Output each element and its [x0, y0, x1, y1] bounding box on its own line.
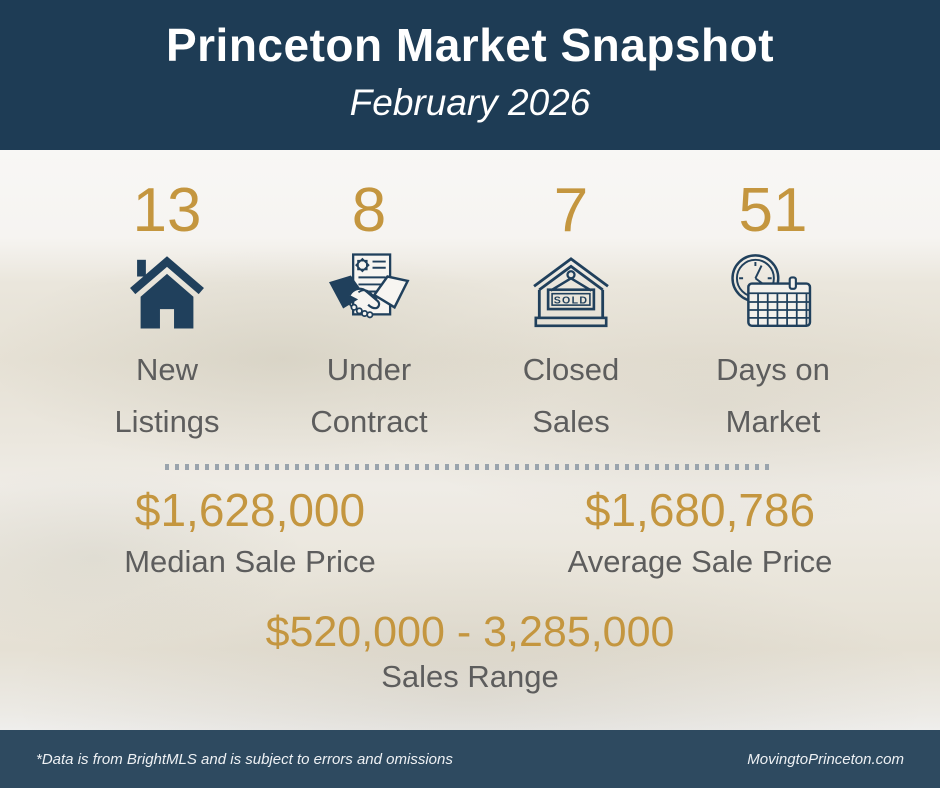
under-contract-value: 8 [351, 176, 387, 245]
sales-range-label: Sales Range [381, 659, 559, 695]
footer-website: MovingtoPrinceton.com [747, 750, 904, 768]
average-sale-price-block: $1,680,786 Average Sale Price [465, 486, 935, 580]
house-icon [66, 250, 268, 340]
handshake-contract-icon [268, 250, 470, 340]
average-sale-price-label: Average Sale Price [567, 544, 833, 580]
sold-sign-house-icon: SOLD [470, 250, 672, 340]
sales-range-block: $520,000 - 3,285,000 Sales Range [0, 610, 940, 695]
days-on-market-value: 51 [738, 176, 808, 245]
closed-sales-value: 7 [553, 176, 589, 245]
days-on-market-label: Days on Market [716, 352, 830, 439]
content-area: 13 New Listings 8 [0, 150, 940, 730]
stat-new-listings: 13 New Listings [66, 164, 268, 448]
median-sale-price-label: Median Sale Price [124, 544, 376, 580]
median-sale-price-value: $1,628,000 [134, 484, 366, 536]
dotted-divider [165, 464, 775, 470]
closed-sales-label: Closed Sales [522, 352, 620, 439]
footer-bar: *Data is from BrightMLS and is subject t… [0, 730, 940, 788]
price-row: $1,628,000 Median Sale Price $1,680,786 … [0, 486, 940, 580]
clock-calendar-icon [672, 250, 874, 340]
footer-disclaimer: *Data is from BrightMLS and is subject t… [36, 750, 453, 768]
average-sale-price-value: $1,680,786 [584, 484, 816, 536]
new-listings-label: New Listings [114, 352, 220, 439]
stats-row: 13 New Listings 8 [0, 164, 940, 448]
stat-days-on-market: 51 Days on Market [672, 164, 874, 448]
sold-sign-text: SOLD [554, 294, 589, 306]
header-banner: Princeton Market Snapshot February 2026 [0, 0, 940, 150]
sales-range-value: $520,000 - 3,285,000 [265, 608, 675, 657]
stat-closed-sales: 7 SOLD Closed S [470, 164, 672, 448]
stat-under-contract: 8 [268, 164, 470, 448]
page-title: Princeton Market Snapshot [165, 19, 775, 71]
median-sale-price-block: $1,628,000 Median Sale Price [35, 486, 465, 580]
page-subtitle: February 2026 [349, 82, 591, 123]
new-listings-value: 13 [132, 176, 202, 245]
under-contract-label: Under Contract [310, 352, 428, 439]
